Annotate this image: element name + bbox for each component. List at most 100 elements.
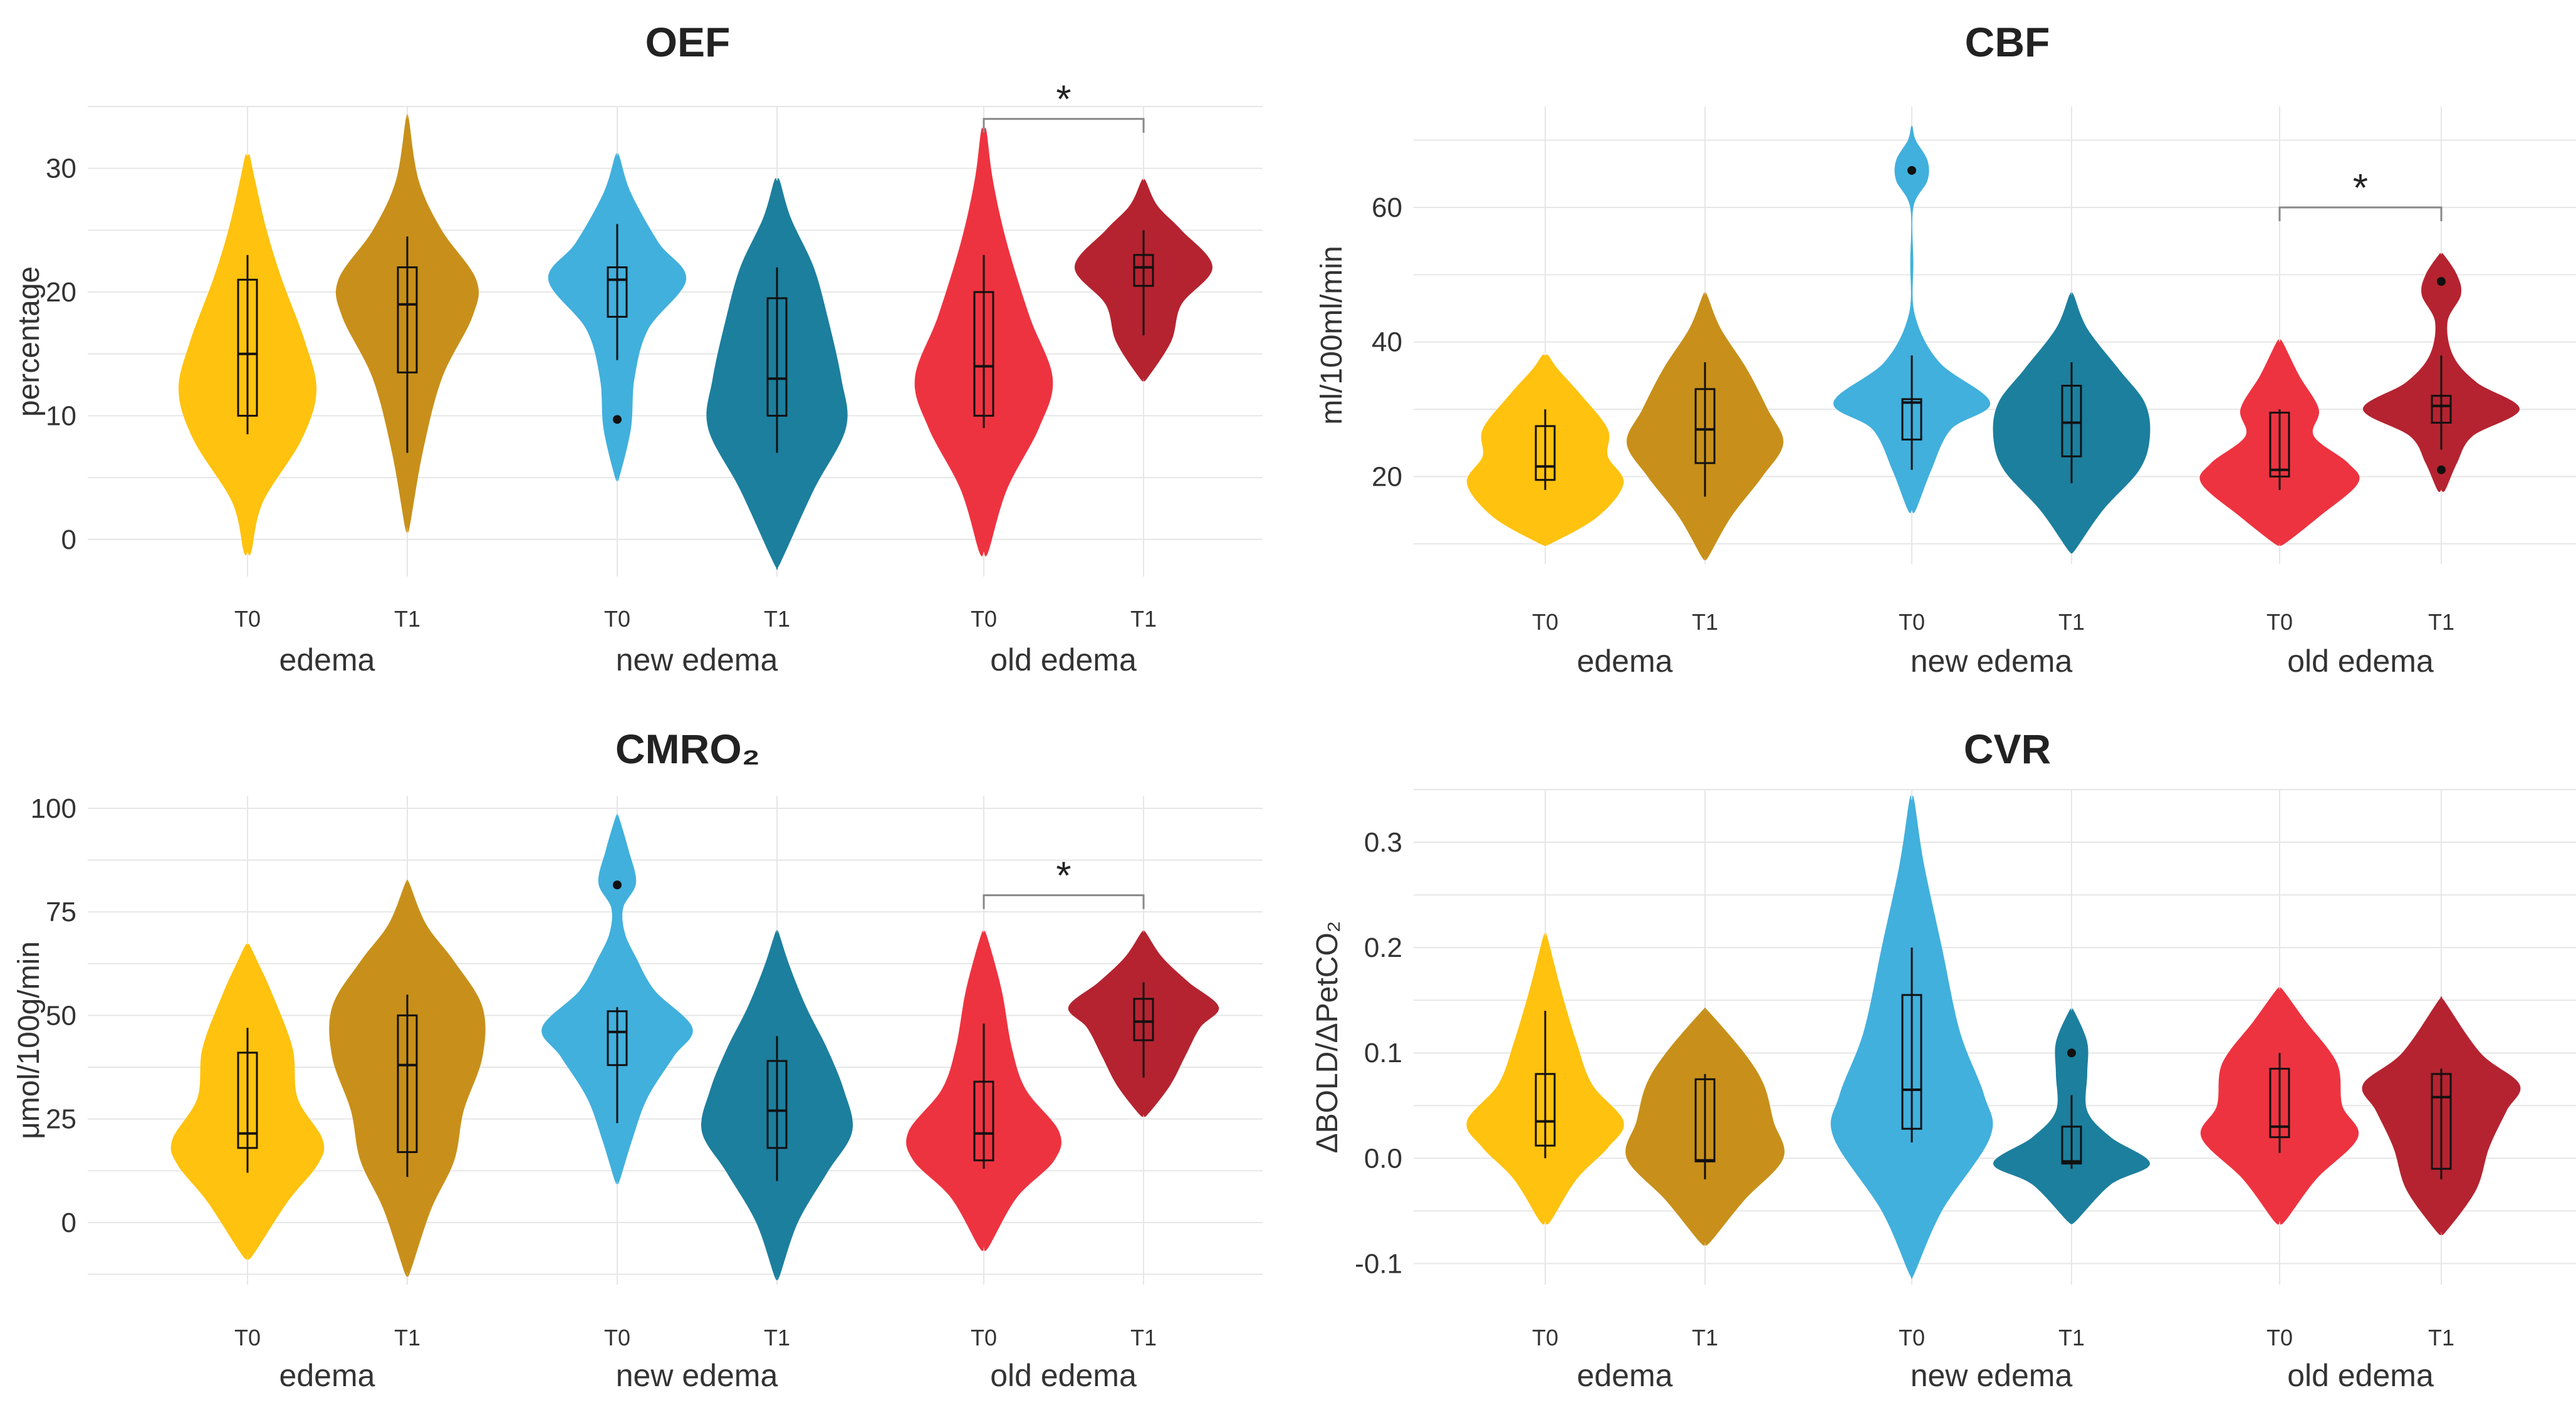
group-label: edema (1577, 1358, 1673, 1393)
x-tick-label: T1 (1692, 609, 1718, 635)
y-tick-label: 0.2 (1364, 932, 1402, 963)
group-label: new edema (1911, 1358, 2073, 1393)
violin-new-edema-t0 (1833, 125, 1991, 513)
x-tick-label: T1 (1692, 1325, 1718, 1350)
violin-new-edema-t0 (1830, 795, 1993, 1279)
box-iqr (2431, 395, 2452, 424)
chart-title: OEF (645, 19, 731, 65)
y-tick-label: 20 (1372, 461, 1402, 492)
x-tick-label: T1 (1130, 1325, 1157, 1350)
violin-new-edema-t1 (1993, 1008, 2150, 1224)
outlier-point (613, 415, 622, 424)
box-iqr (397, 266, 418, 373)
violin-edema-t0 (170, 944, 325, 1260)
box-iqr (2269, 1067, 2290, 1139)
x-tick-label: T0 (234, 606, 261, 632)
y-tick-label: 10 (46, 400, 76, 431)
x-tick-label: T1 (394, 606, 420, 632)
box-iqr (1535, 1073, 1556, 1147)
significance-star: * (1056, 78, 1071, 122)
box-iqr (1901, 398, 1922, 441)
group-label: edema (1577, 644, 1673, 679)
violin-new-edema-t1 (701, 930, 853, 1281)
y-tick-label: 0.3 (1364, 827, 1402, 858)
box-iqr (607, 1010, 628, 1067)
x-tick-label: T1 (2058, 609, 2085, 635)
y-axis-label: μmol/100g/min (13, 941, 46, 1139)
violin-new-edema-t1 (706, 178, 848, 570)
y-tick-label: 20 (46, 277, 76, 308)
box-iqr (2269, 411, 2290, 478)
x-tick-label: T0 (1532, 1325, 1558, 1350)
box-iqr (607, 266, 628, 318)
violin-new-edema-t0 (541, 814, 693, 1184)
violin-old-edema-t0 (906, 931, 1061, 1251)
group-label: old edema (990, 642, 1137, 677)
x-tick-label: T1 (764, 606, 790, 632)
violin-old-edema-t0 (2200, 987, 2359, 1225)
box-iqr (397, 1014, 418, 1153)
x-tick-label: T0 (1899, 1325, 1925, 1350)
box-iqr (1901, 994, 1922, 1130)
x-tick-label: T0 (2266, 609, 2293, 635)
box-iqr (237, 1052, 258, 1149)
violin-old-edema-t1 (2362, 996, 2521, 1235)
chart-title: CBF (1965, 19, 2050, 65)
box-iqr (2431, 1073, 2452, 1170)
box-iqr (1133, 254, 1154, 287)
x-tick-label: T0 (1532, 609, 1558, 635)
panel-oef: OEF percentage 0 10 20 30 T0 T1 T0 T1 T0 T1 edema new… (13, 19, 1263, 677)
panel-cmro2: CMRO₂ μmol/100g/min 0 25 50 75 100 T0 T1 T0 T1 T0 T1… (13, 726, 1263, 1393)
y-tick-label: 0.0 (1364, 1143, 1402, 1174)
box-iqr (1535, 425, 1556, 481)
y-tick-label: -0.1 (1355, 1248, 1402, 1279)
y-tick-label: 0 (61, 525, 76, 555)
violin-edema-t0 (1466, 354, 1624, 546)
outlier-point (1907, 165, 1916, 175)
chart-title: CVR (1964, 726, 2051, 772)
y-tick-label: 40 (1372, 327, 1402, 358)
x-tick-label: T0 (971, 606, 997, 632)
x-tick-label: T0 (234, 1325, 261, 1350)
violin-old-edema-t1 (2362, 253, 2520, 493)
y-tick-label: 25 (46, 1104, 76, 1135)
box-iqr (766, 297, 788, 417)
outlier-point (2437, 277, 2446, 286)
x-tick-label: T1 (2058, 1325, 2085, 1350)
y-tick-label: 60 (1372, 192, 1402, 223)
x-tick-label: T0 (604, 1325, 630, 1350)
y-tick-label: 50 (46, 1000, 76, 1031)
violin-old-edema-t1 (1068, 931, 1219, 1117)
x-tick-label: T1 (1130, 606, 1157, 632)
y-axis-label: percentage (13, 266, 46, 417)
violin-new-edema-t1 (1993, 292, 2151, 554)
group-label: old edema (2287, 1358, 2434, 1393)
x-tick-label: T0 (971, 1325, 997, 1350)
outlier-point (2437, 465, 2446, 474)
group-label: new edema (1911, 644, 2073, 679)
panel-cbf: CBF ml/100ml/min 20 40 60 T0 T1 T0 T1 T0 T1 edema ne… (1315, 19, 2576, 679)
y-tick-label: 0 (61, 1208, 76, 1238)
group-label: old edema (2287, 644, 2434, 679)
box-iqr (2061, 1125, 2082, 1165)
y-tick-label: 75 (46, 897, 76, 927)
y-tick-label: 100 (31, 793, 76, 824)
outlier-point (2067, 1048, 2076, 1058)
x-tick-label: T0 (604, 606, 630, 632)
group-label: new edema (616, 1358, 778, 1393)
violin-body (541, 814, 693, 1184)
violin-edema-t1 (329, 879, 486, 1277)
y-axis-label: ΔBOLD/ΔPetCO₂ (1311, 921, 1344, 1154)
violin-edema-t1 (335, 114, 479, 533)
significance-bracket (983, 118, 1145, 133)
violin-body (1833, 125, 1991, 513)
violin-old-edema-t1 (1075, 179, 1212, 382)
violin-old-edema-t0 (2199, 339, 2360, 546)
box-iqr (973, 291, 994, 417)
violin-edema-t1 (1625, 1008, 1785, 1246)
outlier-point (613, 880, 622, 890)
significance-star: * (2353, 167, 2368, 210)
y-tick-label: 0.1 (1364, 1038, 1402, 1068)
